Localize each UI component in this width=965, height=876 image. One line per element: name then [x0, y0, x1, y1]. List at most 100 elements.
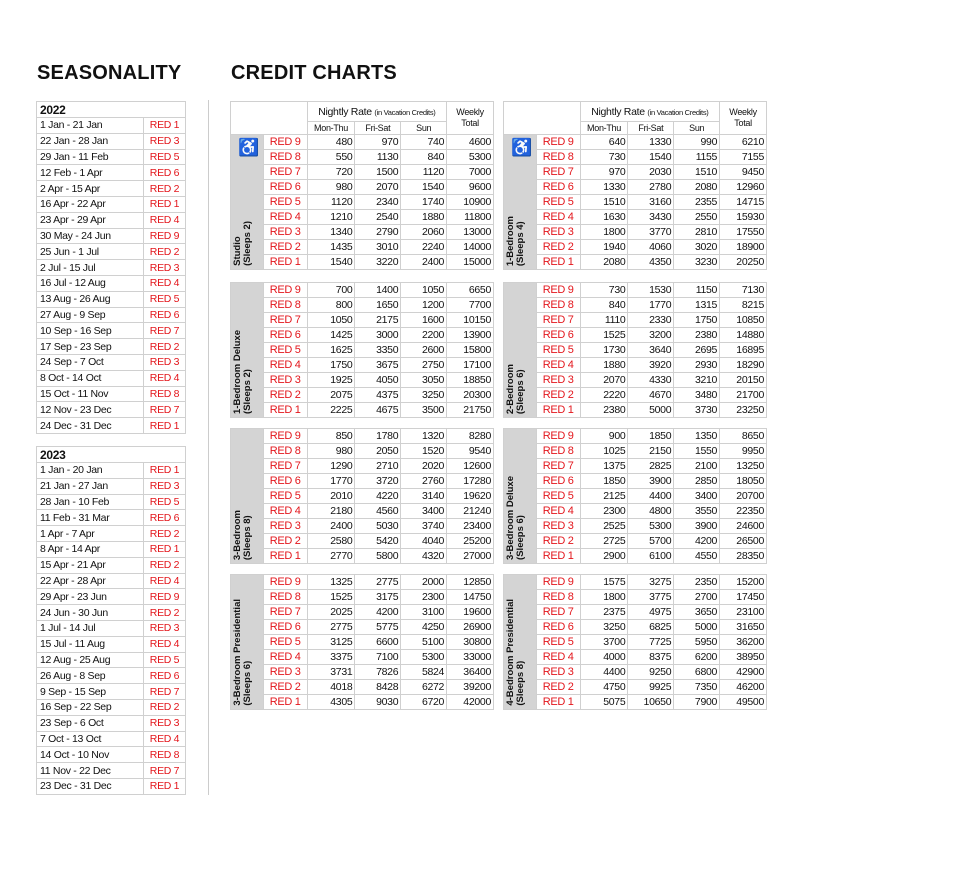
sun-value: 1740: [400, 194, 448, 210]
weekly-total-value: 20250: [719, 254, 767, 270]
season-code: RED 9: [262, 134, 308, 150]
header-row: Nightly Rate (in Vacation Credits) Weekly…: [503, 101, 767, 135]
mon-thu-value: 1525: [306, 589, 356, 605]
weekly-total-value: 6650: [446, 282, 494, 298]
weekly-total-value: 31650: [719, 619, 767, 635]
season-code: RED 5: [143, 651, 186, 669]
rate-row: RED 7 2375 4975 3650 23100: [504, 604, 767, 620]
rate-row: RED 4 2300 4800 3550 22350: [504, 503, 767, 519]
sun-value: 5300: [400, 649, 448, 665]
season-row: 24 Dec - 31 Dec RED 1: [36, 417, 186, 434]
weekly-total-value: 15000: [446, 254, 494, 270]
mon-thu-value: 1025: [579, 443, 629, 459]
sun-value: 3250: [400, 387, 448, 403]
date-range: 25 Jun - 1 Jul: [36, 243, 144, 261]
rate-row: RED 6 2775 5775 4250 26900: [231, 619, 494, 635]
season-code: RED 9: [143, 227, 186, 245]
season-code: RED 5: [535, 342, 581, 358]
rate-row: RED 1 4305 9030 6720 42000: [231, 694, 494, 710]
fri-sat-value: 8428: [354, 679, 402, 695]
weekly-total-value: 21700: [719, 387, 767, 403]
weekly-total-value: 13000: [446, 224, 494, 240]
mon-thu-value: 1850: [579, 473, 629, 489]
column-divider: [208, 100, 209, 795]
season-code: RED 2: [143, 338, 186, 355]
season-code: RED 6: [262, 619, 308, 635]
season-row: 21 Jan - 27 Jan RED 3: [36, 477, 186, 495]
weekly-total-value: 9950: [719, 443, 767, 459]
credit-chart-studio: Nightly Rate (in Vacation Credits) Weekly…: [230, 101, 494, 270]
rate-row: RED 7 2025 4200 3100 19600: [231, 604, 494, 620]
date-range: 12 Feb - 1 Apr: [36, 164, 144, 182]
season-row: 15 Jul - 11 Aug RED 4: [36, 635, 186, 653]
rate-row: RED 6 1330 2780 2080 12960: [504, 179, 767, 195]
season-code: RED 8: [535, 443, 581, 459]
season-row: 16 Jul - 12 Aug RED 4: [36, 274, 186, 292]
sun-value: 1600: [400, 312, 448, 328]
weekly-total-value: 17280: [446, 473, 494, 489]
season-code: RED 4: [535, 649, 581, 665]
fri-sat-value: 1780: [354, 428, 402, 444]
sun-value: 3550: [673, 503, 721, 519]
rate-row: RED 4 2180 4560 3400 21240: [231, 503, 494, 519]
rate-row: RED 2 2725 5700 4200 26500: [504, 533, 767, 549]
wheelchair-icon: ♿: [238, 138, 259, 157]
mon-thu-value: 4018: [306, 679, 356, 695]
sun-value: 5950: [673, 634, 721, 650]
season-code: RED 8: [535, 297, 581, 313]
mon-thu-value: 1630: [579, 209, 629, 225]
sun-value: 2930: [673, 357, 721, 373]
weekly-total-value: 13900: [446, 327, 494, 343]
season-row: 7 Oct - 13 Oct RED 4: [36, 730, 186, 748]
rate-row: RED 5 1120 2340 1740 10900: [231, 194, 494, 210]
season-code: RED 4: [143, 730, 186, 748]
season-code: RED 2: [143, 525, 186, 542]
sun-value: 2200: [400, 327, 448, 343]
season-code: RED 6: [143, 667, 186, 685]
weekly-total-value: 12850: [446, 574, 494, 590]
weekly-total-value: 7000: [446, 164, 494, 180]
rate-row: RED 3 1340 2790 2060 13000: [231, 224, 494, 240]
date-range: 23 Sep - 6 Oct: [36, 714, 144, 732]
sun-value: 1155: [673, 149, 721, 165]
fri-sat-value: 4670: [627, 387, 675, 403]
unit-sleeps: (Sleeps 8): [242, 515, 253, 560]
weekly-total-header: Weekly Total: [719, 101, 767, 135]
fri-sat-value: 4560: [354, 503, 402, 519]
weekly-total-value: 17550: [719, 224, 767, 240]
season-row: 24 Jun - 30 Jun RED 2: [36, 604, 186, 621]
day-column-header: Fri-Sat: [627, 121, 675, 135]
season-row: 30 May - 24 Jun RED 9: [36, 227, 186, 245]
sun-value: 1350: [673, 428, 721, 444]
sun-value: 2300: [400, 589, 448, 605]
sun-value: 6800: [673, 664, 721, 680]
season-code: RED 5: [535, 488, 581, 504]
mon-thu-value: 2770: [306, 548, 356, 564]
season-code: RED 5: [262, 342, 308, 358]
sun-value: 5824: [400, 664, 448, 680]
unit-type-label: 3-Bedroom Presidential (Sleeps 6): [230, 574, 264, 710]
rate-row: RED 1 2770 5800 4320 27000: [231, 548, 494, 564]
season-code: RED 2: [262, 679, 308, 695]
fri-sat-value: 4675: [354, 402, 402, 418]
weekly-total-value: 11800: [446, 209, 494, 225]
sun-value: 7900: [673, 694, 721, 710]
weekly-total-value: 18900: [719, 239, 767, 255]
mon-thu-value: 3250: [579, 619, 629, 635]
season-code: RED 1: [535, 694, 581, 710]
credit-chart-1-bedroom: Nightly Rate (in Vacation Credits) Weekly…: [503, 101, 767, 270]
mon-thu-value: 1575: [579, 574, 629, 590]
rate-row: RED 7 1375 2825 2100 13250: [504, 458, 767, 474]
unit-type-label: 3-Bedroom Deluxe (Sleeps 6): [503, 428, 537, 564]
rate-row: RED 4 1210 2540 1880 11800: [231, 209, 494, 225]
sun-value: 2750: [400, 357, 448, 373]
fri-sat-value: 4220: [354, 488, 402, 504]
mon-thu-value: 980: [306, 443, 356, 459]
mon-thu-value: 2080: [579, 254, 629, 270]
season-code: RED 4: [143, 211, 186, 229]
nightly-rate-note: (in Vacation Credits): [647, 107, 709, 117]
season-row: 11 Nov - 22 Dec RED 7: [36, 762, 186, 779]
rate-row: RED 8 980 2050 1520 9540: [231, 443, 494, 459]
season-code: RED 1: [262, 254, 308, 270]
season-code: RED 3: [535, 224, 581, 240]
